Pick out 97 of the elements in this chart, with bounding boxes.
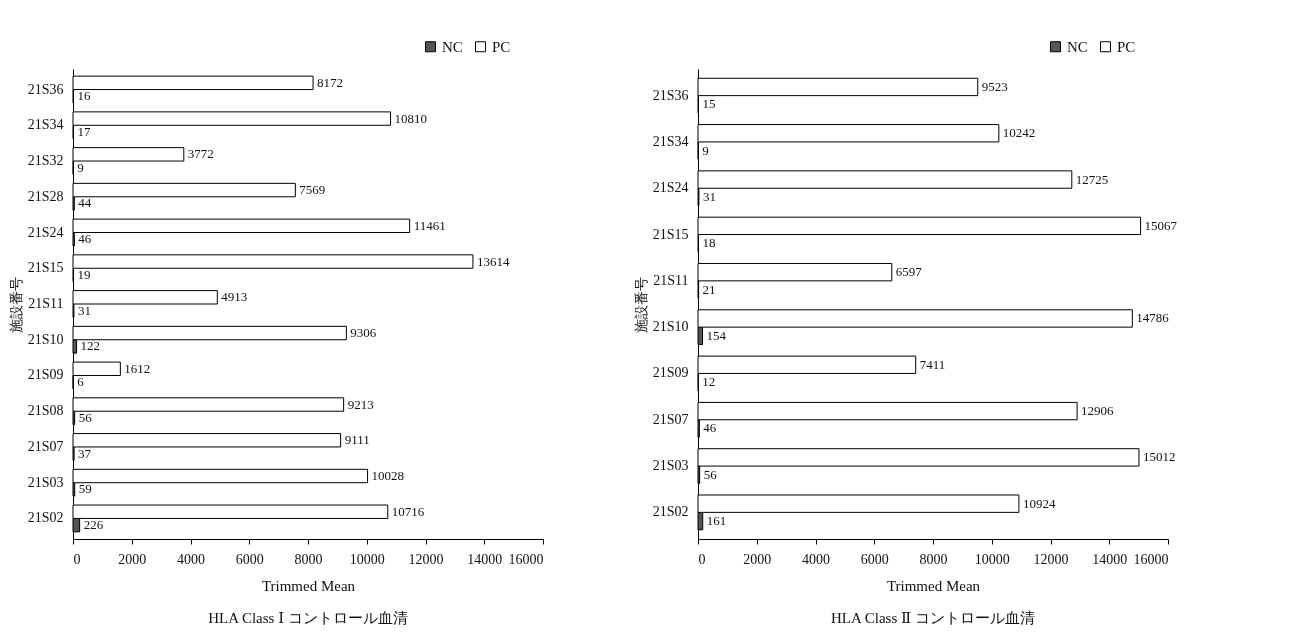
y-tick-label: 21S11: [28, 296, 64, 311]
data-label: 56: [78, 409, 93, 425]
legend-label: NC: [1067, 38, 1088, 55]
y-tick-label: 21S07: [652, 411, 689, 427]
y-tick-label: 21S15: [27, 260, 64, 276]
y-tick-label: 21S10: [652, 319, 689, 335]
data-label: 10242: [1002, 125, 1036, 141]
data-label: 16: [77, 88, 91, 104]
y-tick-label: 21S07: [27, 438, 64, 454]
data-label: 44: [78, 195, 92, 211]
x-tick-label: 8000: [919, 551, 948, 567]
y-tick-label: 21S02: [27, 510, 64, 526]
data-label: 122: [80, 338, 101, 354]
x-tick-label: 4000: [177, 551, 205, 567]
data-label: 9: [77, 159, 84, 175]
data-label: 56: [703, 466, 718, 482]
x-tick-label: 0: [73, 551, 81, 567]
data-label: 9111: [344, 432, 370, 448]
data-label: 15012: [1142, 449, 1176, 465]
data-label: 1612: [124, 360, 151, 376]
x-axis-title: Trimmed Mean: [261, 577, 356, 594]
data-label: 12: [702, 374, 716, 390]
x-tick-label: 16000: [1133, 551, 1169, 567]
y-tick-label: 21S36: [652, 87, 689, 103]
x-tick-label: 2000: [743, 551, 772, 567]
y-tick-label: 21S10: [27, 331, 64, 347]
data-label: 10716: [391, 503, 425, 519]
data-label: 4913: [221, 289, 248, 305]
data-label: 3772: [187, 146, 214, 162]
data-label: 46: [703, 420, 717, 436]
y-tick-label: 21S36: [27, 81, 64, 97]
data-label: 31: [702, 188, 716, 204]
x-tick-label: 0: [698, 551, 706, 567]
data-label: 19: [77, 266, 91, 282]
y-tick-label: 21S15: [652, 226, 689, 242]
x-tick-label: 4000: [802, 551, 830, 567]
data-label: 8172: [317, 74, 344, 90]
data-label: 9523: [981, 78, 1008, 94]
x-tick-label: 12000: [1033, 551, 1069, 567]
data-label: 14786: [1136, 310, 1170, 326]
y-tick-label: 21S09: [27, 367, 64, 383]
x-tick-label: 6000: [860, 551, 889, 567]
x-tick-label: 10000: [974, 551, 1010, 567]
data-label: 18: [702, 235, 716, 251]
data-label: 31: [77, 302, 91, 318]
legend-label: PC: [1117, 38, 1136, 55]
data-label: 13614: [476, 253, 510, 269]
data-label: 7569: [299, 182, 326, 198]
data-label: 17: [77, 123, 91, 139]
y-tick-label: 21S11: [653, 272, 689, 288]
legend-label: NC: [442, 38, 463, 55]
data-label: 15: [702, 96, 716, 112]
data-label: 6: [77, 374, 85, 390]
data-label: 21: [702, 281, 716, 297]
data-label: 10810: [394, 110, 428, 126]
y-tick-label: 21S34: [27, 117, 64, 133]
text: HLA Class Ⅰ コントロール血清: [208, 610, 408, 626]
text: HLA Class Ⅱ コントロール血清: [831, 610, 1035, 626]
y-axis-title: 施設番号: [633, 276, 649, 333]
x-tick-label: 14000: [1092, 551, 1128, 567]
data-label: 11461: [413, 217, 446, 233]
y-tick-label: 21S08: [27, 403, 64, 419]
y-tick-label: 21S24: [27, 224, 64, 240]
x-tick-label: 10000: [349, 551, 385, 567]
data-label: 7411: [919, 356, 946, 372]
data-label: 226: [83, 517, 104, 533]
y-tick-label: 21S28: [27, 188, 64, 204]
data-label: 46: [78, 231, 92, 247]
x-tick-label: 12000: [408, 551, 444, 567]
y-tick-label: 21S03: [27, 474, 64, 490]
legend-label: PC: [492, 38, 511, 55]
y-axis-title: 施設番号: [8, 276, 24, 333]
x-tick-label: 16000: [508, 551, 544, 567]
x-tick-label: 8000: [294, 551, 323, 567]
y-tick-label: 21S24: [652, 180, 689, 196]
data-label: 9213: [347, 396, 374, 412]
data-label: 10924: [1022, 495, 1056, 511]
data-label: 59: [78, 481, 92, 497]
y-tick-label: 21S03: [652, 458, 689, 474]
x-tick-label: 6000: [235, 551, 264, 567]
x-tick-label: 14000: [467, 551, 503, 567]
data-label: 161: [706, 513, 727, 529]
data-label: 10028: [371, 468, 405, 484]
data-label: 9: [702, 142, 709, 158]
data-label: 154: [706, 327, 727, 343]
data-label: 15067: [1144, 217, 1178, 233]
data-label: 37: [78, 445, 92, 461]
y-tick-label: 21S09: [652, 365, 689, 381]
x-axis-title: Trimmed Mean: [886, 577, 981, 594]
data-label: 6597: [895, 264, 923, 280]
data-label: 9306: [350, 325, 377, 341]
data-label: 12906: [1081, 403, 1115, 419]
data-label: 12725: [1075, 171, 1109, 187]
y-tick-label: 21S34: [652, 133, 689, 149]
y-tick-label: 21S02: [652, 504, 689, 520]
y-tick-label: 21S32: [27, 153, 64, 169]
x-tick-label: 2000: [118, 551, 147, 567]
